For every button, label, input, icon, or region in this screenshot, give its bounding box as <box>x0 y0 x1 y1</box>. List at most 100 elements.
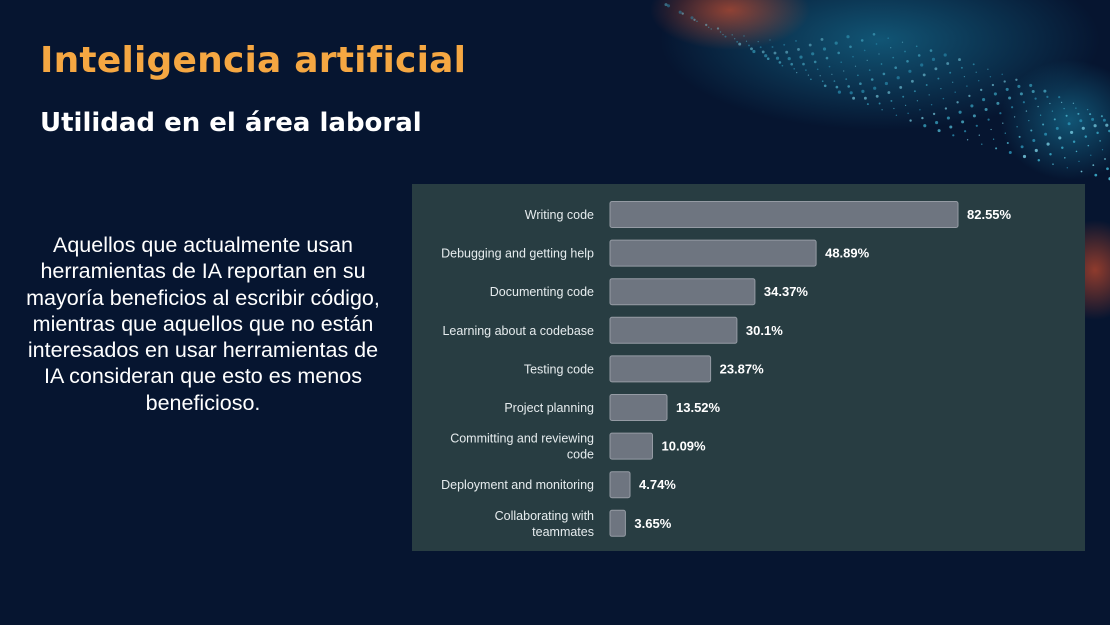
decor-dot <box>1102 118 1106 122</box>
decor-dot <box>902 95 905 98</box>
decor-dot <box>813 60 817 64</box>
decor-dot <box>935 121 939 125</box>
decor-dot <box>1080 170 1083 173</box>
decor-dot <box>915 45 918 48</box>
decor-dot <box>849 91 853 95</box>
decor-dot <box>719 31 722 33</box>
decor-dot <box>949 125 953 129</box>
decor-dot <box>1011 106 1014 109</box>
decor-dot <box>778 61 782 64</box>
decor-dot <box>743 35 745 37</box>
decor-dot <box>904 50 906 53</box>
decor-dot <box>1051 110 1054 112</box>
decor-dot <box>907 112 909 115</box>
decor-dot <box>946 62 950 65</box>
decor-dot <box>881 109 883 111</box>
decor-dot <box>995 147 998 150</box>
decor-dot <box>892 56 895 59</box>
decor-dot <box>878 53 880 55</box>
decor-dot <box>1003 80 1006 83</box>
decor-dot <box>678 10 682 14</box>
decor-dot <box>908 69 912 73</box>
decor-dot <box>1060 101 1063 104</box>
decor-dot <box>811 52 815 56</box>
value-label: 34.37% <box>764 284 809 299</box>
decor-dot <box>1002 122 1004 124</box>
decor-dot <box>1096 131 1099 135</box>
decor-dot <box>731 34 733 36</box>
decor-dot <box>1077 112 1080 115</box>
decor-dot <box>837 51 841 55</box>
decor-dot <box>752 49 756 54</box>
decor-dot <box>992 138 995 140</box>
decor-dot <box>693 18 696 21</box>
decor-dot <box>1020 145 1024 149</box>
decor-dot <box>863 49 866 52</box>
decor-dot <box>958 58 961 62</box>
decor-dot <box>1101 149 1104 151</box>
decor-dot <box>1049 102 1051 105</box>
decor-dot <box>873 86 877 90</box>
decor-dot <box>795 39 797 42</box>
decor-dot <box>966 139 969 141</box>
decor-dot <box>759 46 762 49</box>
decor-dot <box>895 114 898 117</box>
decor-dot <box>923 124 927 128</box>
decor-dot <box>1008 151 1012 154</box>
decor-dot <box>716 27 720 30</box>
decor-dot <box>1015 78 1018 81</box>
decor-dot <box>1004 132 1006 134</box>
decor-dot <box>964 130 967 133</box>
decor-dot <box>1065 114 1068 117</box>
decor-dot <box>724 35 727 38</box>
decor-dot <box>860 39 864 42</box>
decor-dot <box>999 112 1002 115</box>
decor-dot <box>1032 139 1036 142</box>
decor-dot <box>887 91 891 94</box>
decor-dot <box>1075 150 1078 153</box>
decor-dot <box>710 28 712 30</box>
decor-dot <box>1046 142 1050 146</box>
decor-dot <box>766 57 770 61</box>
decor-dot <box>1075 107 1077 109</box>
decor-dot <box>996 101 1000 105</box>
decor-dot <box>1046 95 1049 98</box>
decor-dot <box>1034 148 1038 153</box>
decor-dot <box>896 76 900 80</box>
decor-dot <box>963 75 966 78</box>
bar <box>609 239 817 267</box>
decor-dot <box>748 44 750 47</box>
decor-dot <box>909 119 912 122</box>
decor-dot <box>1087 144 1090 147</box>
decor-dot <box>666 4 671 8</box>
description-paragraph: Aquellos que actualmente usan herramient… <box>26 233 380 415</box>
decor-dot <box>1072 140 1076 143</box>
decor-dot <box>1072 102 1075 104</box>
bar <box>609 355 712 383</box>
decor-dot <box>981 143 983 145</box>
decor-dot <box>816 68 819 71</box>
decor-dot <box>1066 167 1068 169</box>
decor-dot <box>987 118 990 121</box>
decor-dot <box>931 57 936 62</box>
decor-dot <box>952 134 955 137</box>
decor-dot <box>833 80 836 82</box>
decor-dot <box>878 102 881 105</box>
decor-dot <box>849 45 852 49</box>
decor-dot <box>825 56 829 60</box>
decor-dot <box>952 81 954 83</box>
decor-dot <box>928 94 930 96</box>
decor-dot <box>975 71 977 73</box>
decor-dot <box>822 47 827 51</box>
decor-dot <box>843 70 845 72</box>
decor-dot <box>917 54 921 57</box>
decor-dot <box>859 82 862 86</box>
decor-dot <box>943 53 947 57</box>
category-label: Committing and reviewing code <box>450 432 594 462</box>
decor-dot <box>785 50 789 54</box>
value-label: 23.87% <box>720 361 765 376</box>
decor-dot <box>705 23 708 27</box>
decor-dot <box>866 59 868 62</box>
decor-dot <box>1039 114 1042 116</box>
decor-dot <box>783 43 786 46</box>
